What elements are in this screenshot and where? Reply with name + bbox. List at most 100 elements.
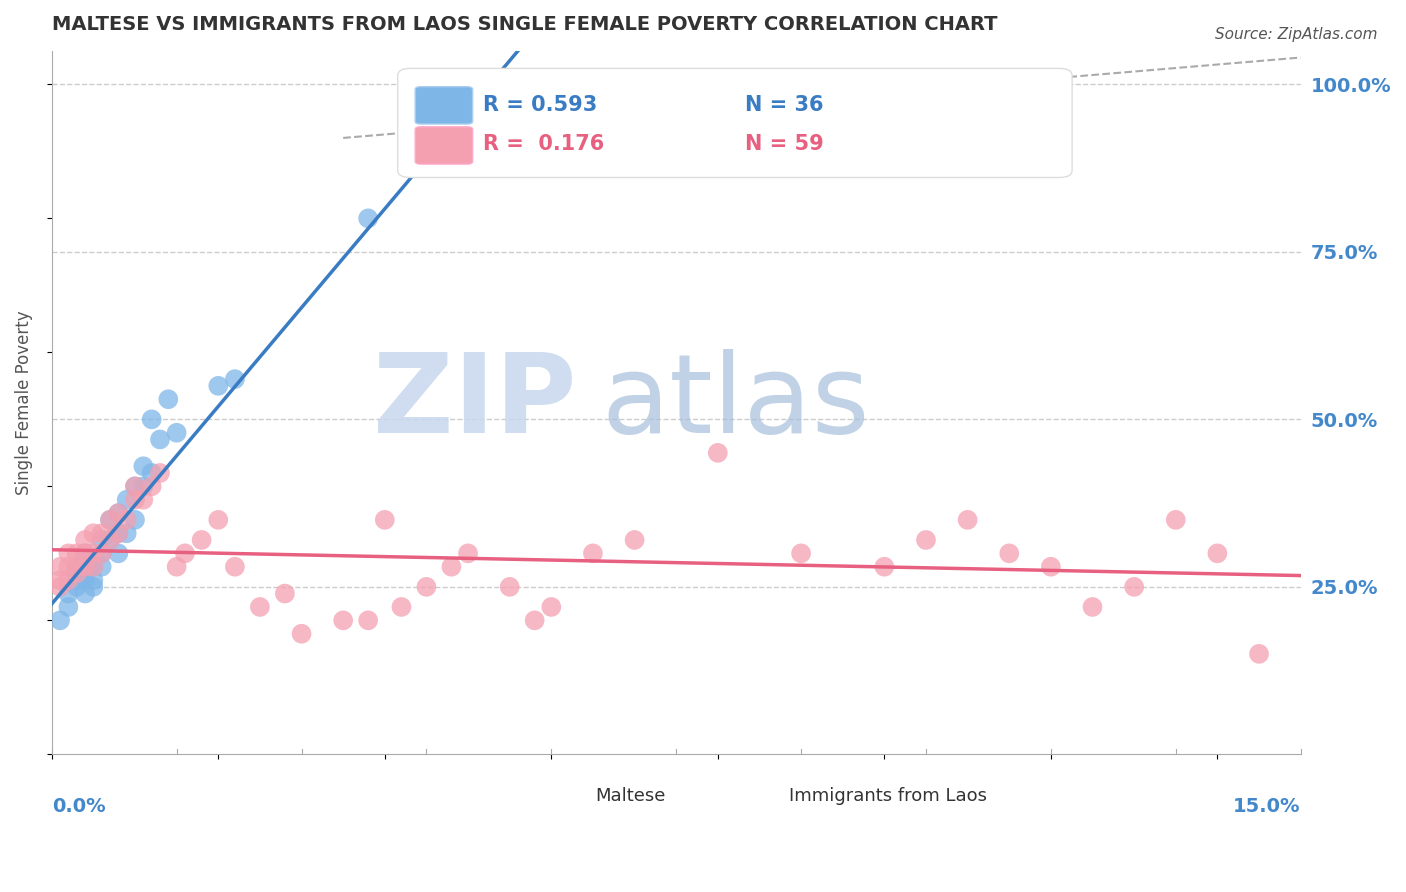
Y-axis label: Single Female Poverty: Single Female Poverty: [15, 310, 32, 495]
Point: [82, 526, 104, 541]
FancyBboxPatch shape: [415, 127, 472, 164]
Point: [115, 526, 138, 541]
Point: [115, 513, 138, 527]
Point: [82, 559, 104, 574]
Point: [440, 559, 463, 574]
Point: [73, 573, 96, 587]
FancyBboxPatch shape: [415, 87, 472, 124]
Point: [915, 533, 938, 547]
Text: N = 59: N = 59: [745, 135, 824, 154]
Point: [73, 533, 96, 547]
Point: [98, 513, 121, 527]
Point: [66, 546, 89, 560]
Point: [107, 526, 129, 541]
Point: [49, 613, 72, 627]
Point: [132, 479, 155, 493]
Point: [124, 479, 146, 493]
Point: [457, 546, 479, 560]
Point: [73, 546, 96, 560]
Point: [540, 599, 562, 614]
Point: [98, 513, 121, 527]
Text: N = 36: N = 36: [745, 95, 824, 115]
Point: [73, 546, 96, 560]
Point: [73, 559, 96, 574]
Point: [58, 573, 80, 587]
Point: [66, 559, 89, 574]
Point: [391, 599, 413, 614]
Point: [956, 513, 979, 527]
Point: [190, 533, 212, 547]
Point: [499, 111, 522, 125]
Point: [49, 573, 72, 587]
Point: [107, 546, 129, 560]
FancyBboxPatch shape: [541, 782, 586, 809]
Point: [124, 479, 146, 493]
Point: [374, 513, 396, 527]
Point: [174, 546, 197, 560]
Point: [1039, 559, 1062, 574]
Point: [90, 533, 112, 547]
Point: [141, 412, 163, 426]
Point: [107, 506, 129, 520]
Point: [166, 425, 188, 440]
Text: Maltese: Maltese: [595, 787, 665, 805]
Point: [73, 586, 96, 600]
Point: [107, 506, 129, 520]
Point: [115, 492, 138, 507]
FancyBboxPatch shape: [735, 782, 780, 809]
Point: [873, 559, 896, 574]
Point: [274, 586, 297, 600]
Point: [107, 526, 129, 541]
Point: [66, 566, 89, 581]
Point: [66, 580, 89, 594]
Point: [357, 613, 380, 627]
Point: [124, 513, 146, 527]
Point: [224, 372, 246, 386]
Point: [141, 466, 163, 480]
Point: [149, 433, 172, 447]
Point: [207, 379, 229, 393]
Point: [82, 580, 104, 594]
Point: [1081, 599, 1104, 614]
Point: [998, 546, 1021, 560]
Point: [58, 559, 80, 574]
Point: [82, 559, 104, 574]
Point: [790, 546, 813, 560]
Point: [1123, 580, 1146, 594]
Point: [523, 613, 546, 627]
Point: [290, 626, 312, 640]
Point: [90, 546, 112, 560]
Point: [90, 526, 112, 541]
Point: [82, 546, 104, 560]
Point: [132, 492, 155, 507]
Point: [124, 492, 146, 507]
Point: [141, 479, 163, 493]
Text: Source: ZipAtlas.com: Source: ZipAtlas.com: [1215, 27, 1378, 42]
Point: [90, 559, 112, 574]
Text: Immigrants from Laos: Immigrants from Laos: [789, 787, 987, 805]
Point: [66, 573, 89, 587]
Point: [98, 533, 121, 547]
Point: [224, 559, 246, 574]
Point: [49, 559, 72, 574]
Point: [499, 580, 522, 594]
Point: [332, 613, 354, 627]
Text: ZIP: ZIP: [373, 349, 576, 456]
Text: 0.0%: 0.0%: [52, 797, 105, 815]
Text: R =  0.176: R = 0.176: [482, 135, 603, 154]
Point: [166, 559, 188, 574]
Point: [1206, 546, 1229, 560]
Point: [132, 459, 155, 474]
Point: [58, 546, 80, 560]
Point: [58, 586, 80, 600]
Point: [707, 446, 730, 460]
Point: [157, 392, 180, 407]
Text: R = 0.593: R = 0.593: [482, 95, 598, 115]
Point: [90, 546, 112, 560]
Point: [98, 533, 121, 547]
Text: MALTESE VS IMMIGRANTS FROM LAOS SINGLE FEMALE POVERTY CORRELATION CHART: MALTESE VS IMMIGRANTS FROM LAOS SINGLE F…: [52, 15, 997, 34]
Point: [58, 599, 80, 614]
Point: [82, 573, 104, 587]
Point: [357, 211, 380, 226]
Text: 15.0%: 15.0%: [1233, 797, 1301, 815]
